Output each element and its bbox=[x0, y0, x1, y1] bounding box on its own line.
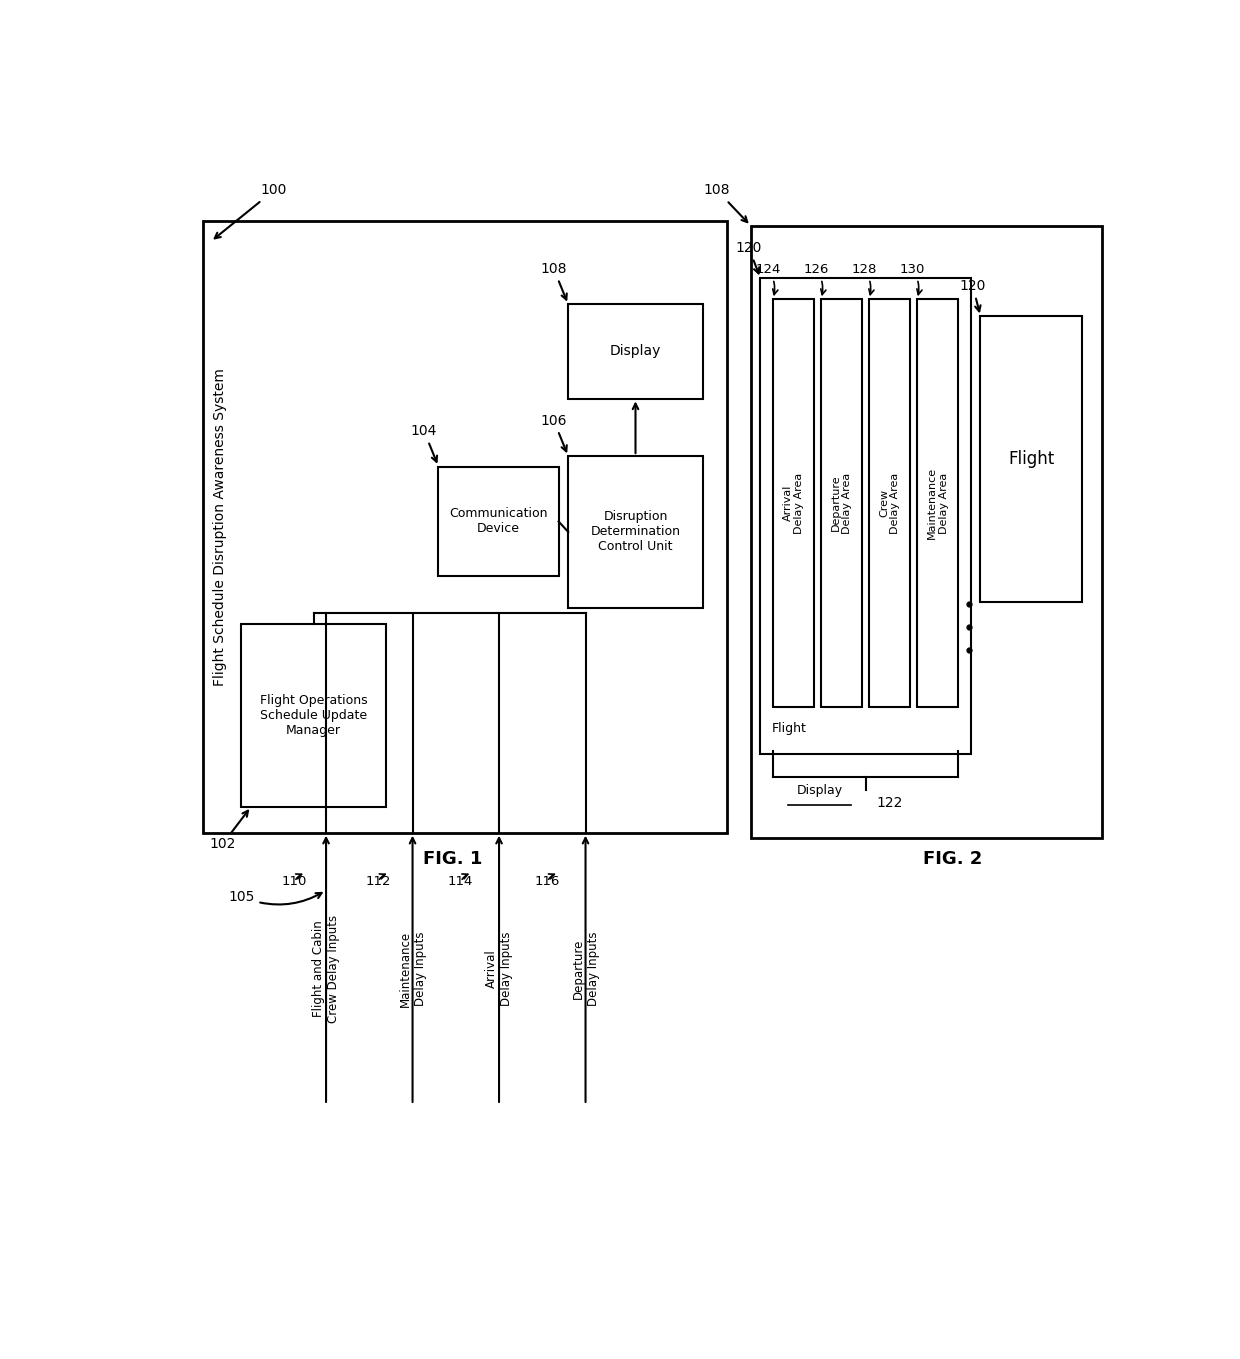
Text: Departure
Delay Inputs: Departure Delay Inputs bbox=[572, 931, 599, 1006]
Text: 126: 126 bbox=[804, 262, 828, 295]
Text: 108: 108 bbox=[541, 262, 567, 299]
Text: 130: 130 bbox=[899, 262, 925, 295]
Bar bbox=[568, 304, 703, 398]
Text: Communication
Device: Communication Device bbox=[449, 507, 548, 535]
Text: Departure
Delay Area: Departure Delay Area bbox=[831, 473, 852, 534]
Bar bbox=[751, 226, 1101, 839]
Text: 100: 100 bbox=[215, 183, 288, 238]
Bar bbox=[439, 466, 558, 576]
Text: 128: 128 bbox=[852, 262, 877, 295]
Text: 122: 122 bbox=[877, 796, 903, 810]
Text: Crew
Delay Area: Crew Delay Area bbox=[879, 473, 900, 534]
Bar bbox=[760, 279, 971, 754]
Text: 112: 112 bbox=[366, 874, 391, 889]
Bar bbox=[918, 299, 959, 707]
Text: Arrival
Delay Area: Arrival Delay Area bbox=[782, 473, 805, 534]
Text: 114: 114 bbox=[448, 874, 474, 889]
Bar bbox=[821, 299, 862, 707]
Bar bbox=[242, 624, 386, 807]
Bar bbox=[568, 457, 703, 607]
Text: 110: 110 bbox=[281, 874, 308, 889]
Text: 120: 120 bbox=[960, 279, 986, 311]
Text: Flight Schedule Disruption Awareness System: Flight Schedule Disruption Awareness Sys… bbox=[213, 368, 227, 686]
Text: Flight Operations
Schedule Update
Manager: Flight Operations Schedule Update Manage… bbox=[259, 693, 367, 737]
Text: 105: 105 bbox=[228, 890, 321, 905]
Text: Display: Display bbox=[796, 784, 842, 798]
Text: 102: 102 bbox=[210, 811, 248, 852]
Text: Arrival
Delay Inputs: Arrival Delay Inputs bbox=[485, 931, 513, 1006]
Text: Maintenance
Delay Inputs: Maintenance Delay Inputs bbox=[398, 931, 427, 1007]
Text: 108: 108 bbox=[704, 183, 748, 222]
Bar bbox=[773, 299, 815, 707]
Text: Maintenance
Delay Area: Maintenance Delay Area bbox=[928, 467, 949, 540]
Text: FIG. 1: FIG. 1 bbox=[423, 849, 482, 868]
Text: Disruption
Determination
Control Unit: Disruption Determination Control Unit bbox=[590, 511, 681, 553]
Text: FIG. 2: FIG. 2 bbox=[923, 849, 982, 868]
Text: 120: 120 bbox=[735, 241, 763, 273]
Text: Flight: Flight bbox=[1008, 450, 1054, 467]
Bar bbox=[869, 299, 910, 707]
Text: 106: 106 bbox=[541, 413, 567, 451]
Text: Flight: Flight bbox=[773, 722, 807, 735]
Bar bbox=[203, 220, 727, 833]
Text: 104: 104 bbox=[410, 424, 438, 462]
Bar bbox=[981, 317, 1083, 602]
Text: 124: 124 bbox=[755, 262, 781, 295]
Text: Flight and Cabin
Crew Delay Inputs: Flight and Cabin Crew Delay Inputs bbox=[312, 915, 340, 1023]
Text: Display: Display bbox=[610, 344, 661, 359]
Text: 116: 116 bbox=[534, 874, 559, 889]
